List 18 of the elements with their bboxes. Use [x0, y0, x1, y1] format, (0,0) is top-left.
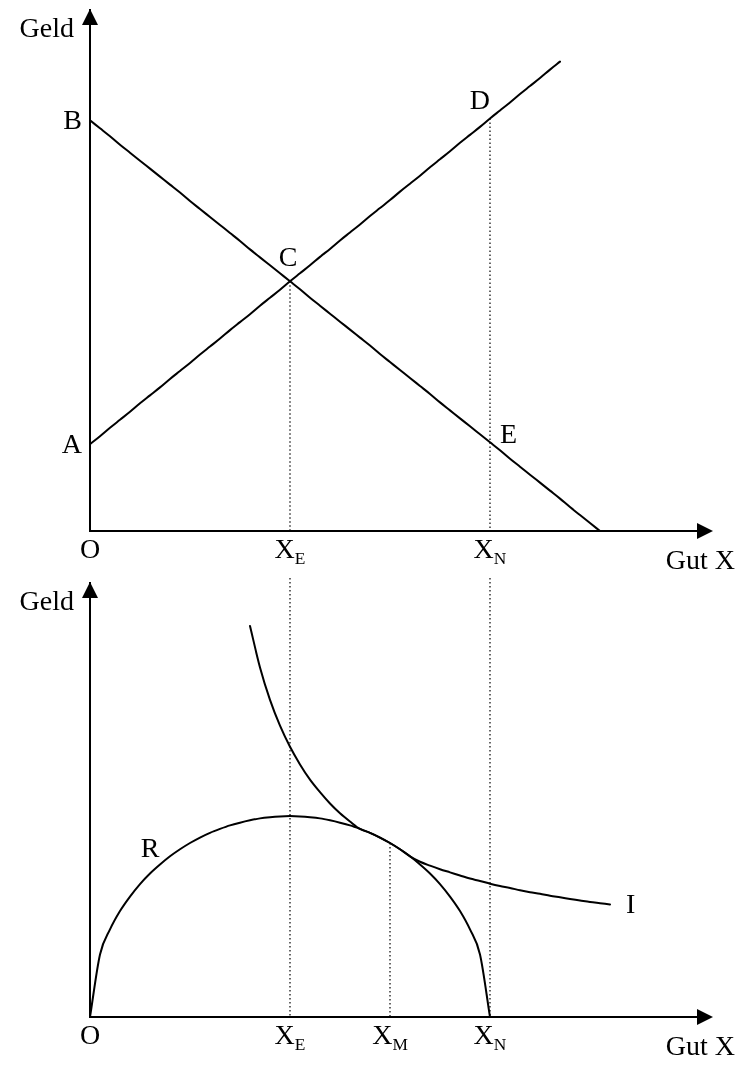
x-tick-label: X$_{N}$ [473, 1019, 507, 1054]
x-axis-title: Gut X [665, 1030, 735, 1061]
y-axis-title: Geld [19, 12, 74, 43]
annotation: C [278, 241, 298, 273]
series-label: I [626, 888, 636, 920]
x-tick-label: X$_{M}$ [372, 1019, 408, 1054]
annotation: D [469, 84, 490, 116]
x-tick-label: O [79, 533, 101, 564]
annotation: A [61, 428, 82, 460]
x-tick-label: X$_{E}$ [274, 533, 306, 568]
annotation: E [500, 418, 518, 450]
annotation: B [63, 104, 82, 136]
x-tick-label: X$_{E}$ [274, 1019, 306, 1054]
x-axis-title: Gut X [665, 544, 735, 575]
series-label: R [140, 831, 160, 863]
y-axis-title: Geld [19, 585, 74, 616]
x-tick-label: O [79, 1019, 101, 1050]
x-tick-label: X$_{N}$ [473, 533, 507, 568]
